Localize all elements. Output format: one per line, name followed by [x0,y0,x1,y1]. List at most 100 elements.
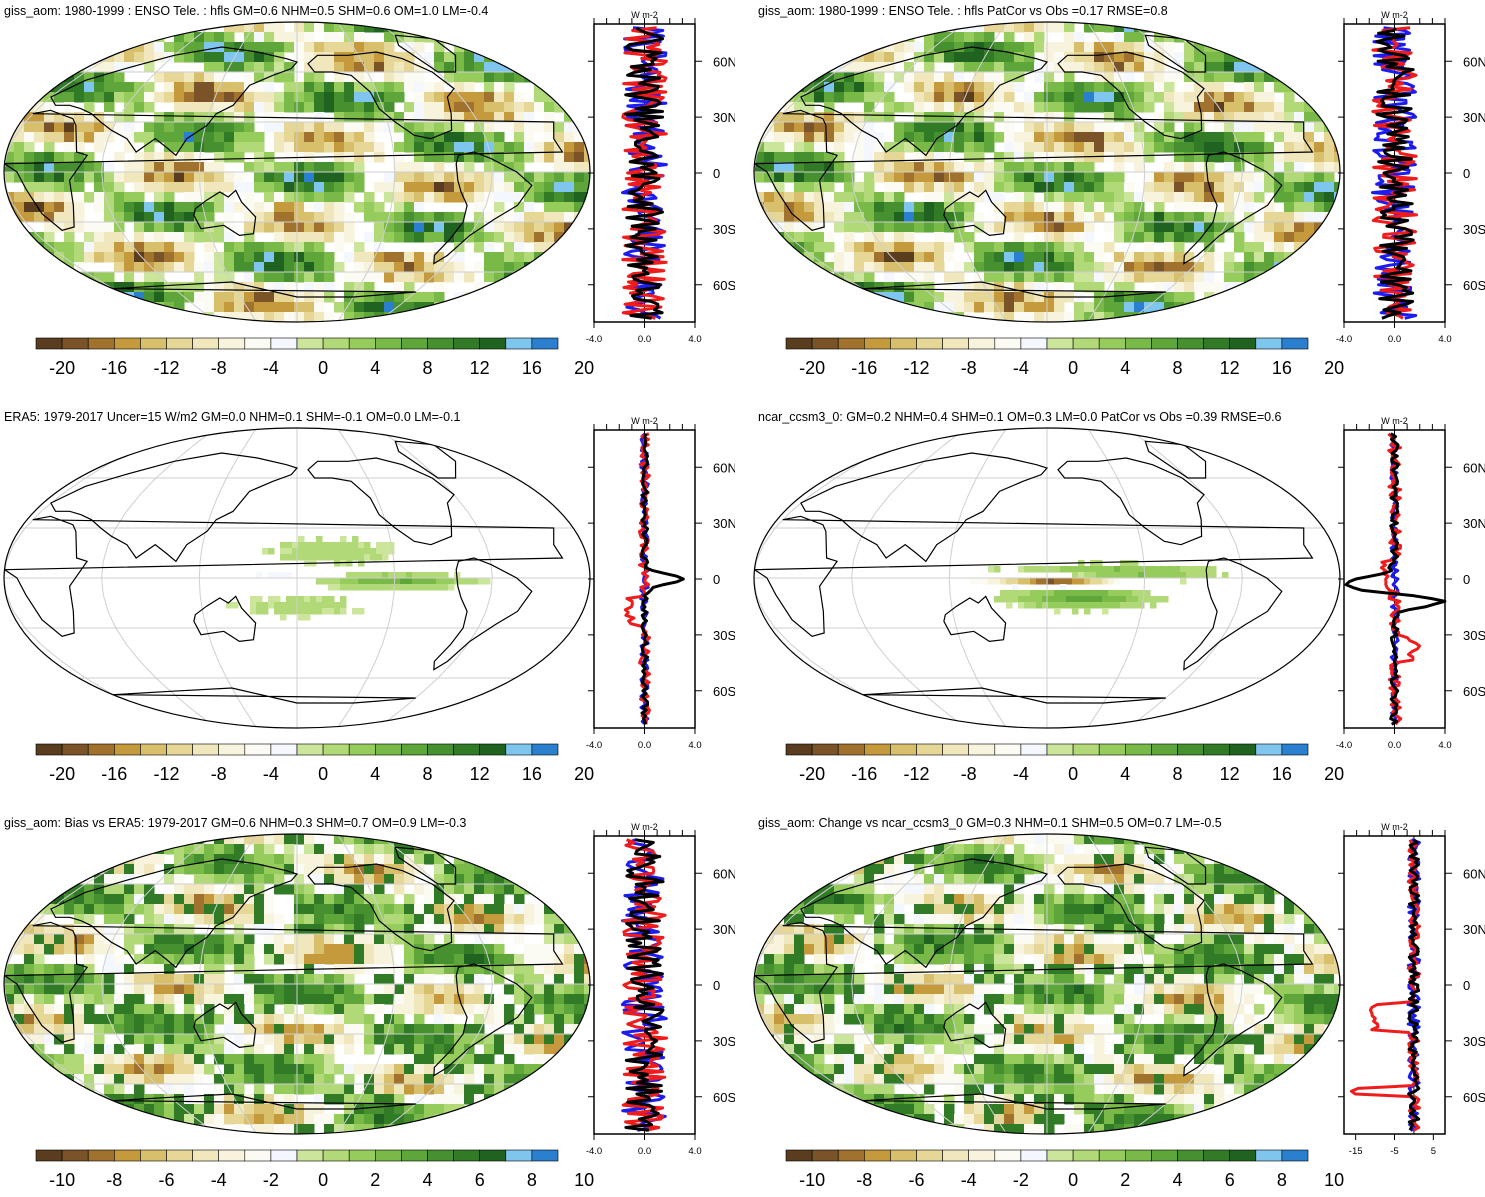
colorbar-swatch [1151,338,1177,349]
profile-x-label: -4.0 [1336,740,1352,751]
lat-tick-label: 0 [713,978,720,993]
lat-tick-label: 60N [1463,54,1485,69]
colorbar-swatch [1204,744,1230,755]
colorbar-swatch [1021,744,1047,755]
colorbar-swatch [454,338,480,349]
colorbar-swatch [890,1150,916,1161]
colorbar-label: -16 [851,358,877,378]
colorbar-swatch [1021,338,1047,349]
colorbar-swatch [193,744,219,755]
colorbar-swatch [1151,744,1177,755]
colorbar-swatch [1256,1150,1282,1161]
colorbar-swatch [1178,744,1204,755]
profile-line [1381,434,1419,725]
colorbar-label: 20 [1324,764,1344,784]
colorbar-label: 16 [1272,764,1292,784]
colorbar-swatch [271,744,297,755]
colorbar-label: 4 [370,358,380,378]
colorbar-label: 8 [422,358,432,378]
colorbar-swatch [62,1150,88,1161]
colorbar-label: -8 [961,358,977,378]
colorbar-label: -4 [263,764,279,784]
colorbar-swatch [838,338,864,349]
colorbar-swatch [1230,744,1256,755]
colorbar-label: 20 [574,764,594,784]
colorbar-label: 0 [1068,1170,1078,1190]
lat-tick-label: 0 [1463,978,1470,993]
colorbar-swatch [943,744,969,755]
lat-tick-label: 60S [1463,684,1485,699]
panel-2: giss_aom: 1980-1999 : ENSO Tele. : hfls … [750,0,1485,385]
colorbar-swatch [1230,1150,1256,1161]
colorbar-label: -8 [961,764,977,784]
colorbar-swatch [1021,1150,1047,1161]
colorbar-swatch [1047,338,1073,349]
colorbar-swatch [995,338,1021,349]
colorbar-swatch [532,338,558,349]
colorbar-swatch [480,744,506,755]
colorbar-swatch [36,744,62,755]
colorbar-swatch [890,338,916,349]
colorbar-label: -10 [49,1170,75,1190]
colorbar-swatch [454,1150,480,1161]
colorbar-label: 0 [318,358,328,378]
colorbar-swatch [88,744,114,755]
colorbar-label: -16 [101,358,127,378]
colorbar-swatch [454,744,480,755]
colorbar-swatch [532,1150,558,1161]
colorbar-swatch [297,338,323,349]
map-field [754,428,1340,728]
colorbar-label: 2 [370,1170,380,1190]
colorbar-swatch [88,338,114,349]
colorbar-swatch [245,1150,271,1161]
colorbar-label: -8 [211,358,227,378]
colorbar-swatch [271,1150,297,1161]
colorbar-swatch [219,744,245,755]
colorbar-swatch [114,1150,140,1161]
lat-tick-label: 60N [713,460,735,475]
colorbar-label: -4 [1013,764,1029,784]
profile-x-label: 0.0 [638,740,651,751]
profile-x-label: -15 [1349,1146,1363,1157]
colorbar-swatch [62,744,88,755]
colorbar-swatch [917,744,943,755]
colorbar-label: -2 [1013,1170,1029,1190]
colorbar-swatch [219,1150,245,1161]
colorbar-label: -8 [856,1170,872,1190]
profile-x-label: -5 [1390,1146,1398,1157]
colorbar-swatch [167,338,193,349]
colorbar-swatch [943,1150,969,1161]
colorbar-swatch [323,338,349,349]
colorbar-swatch [506,338,532,349]
colorbar-label: -20 [49,358,75,378]
colorbar-swatch [140,1150,166,1161]
colorbar-label: 12 [1220,764,1240,784]
colorbar-swatch [864,338,890,349]
colorbar-swatch [1125,338,1151,349]
colorbar-swatch [1282,744,1308,755]
lat-tick-label: 30S [1463,222,1485,237]
colorbar-swatch [245,338,271,349]
colorbar-swatch [943,338,969,349]
colorbar-swatch [532,744,558,755]
colorbar-label: 16 [522,764,542,784]
colorbar-label: 8 [1172,764,1182,784]
panel-5: giss_aom: Bias vs ERA5: 1979-2017 GM=0.6… [0,812,735,1197]
profile-x-label: 5 [1431,1146,1436,1157]
lat-tick-label: 60S [713,1090,735,1105]
profile-line [626,840,663,1131]
lat-tick-label: 30S [1463,628,1485,643]
colorbar-label: -6 [908,1170,924,1190]
colorbar-label: -20 [49,764,75,784]
lat-tick-label: 30N [1463,516,1485,531]
colorbar-swatch [1230,338,1256,349]
colorbar-swatch [297,1150,323,1161]
map-field [4,428,590,728]
colorbar-label: -4 [1013,358,1029,378]
